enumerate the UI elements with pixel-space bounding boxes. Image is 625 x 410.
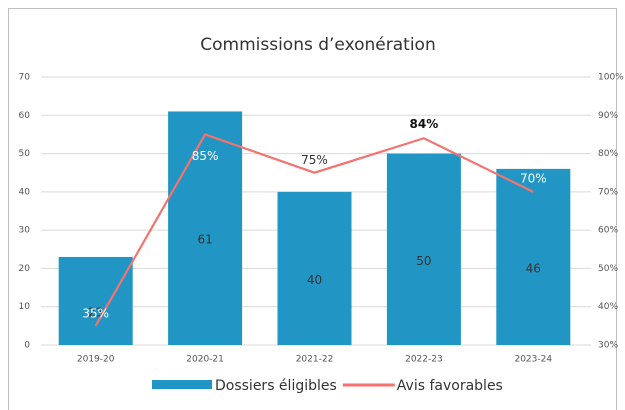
bar <box>496 168 571 345</box>
chart-title: Commissions d’exonération <box>200 35 436 55</box>
x-tick-label: 2023-24 <box>514 355 552 365</box>
y2-tick-label: 40% <box>598 302 618 312</box>
y-tick-label: 60 <box>19 111 31 121</box>
chart-frame <box>8 8 617 410</box>
y-tick-label: 10 <box>19 302 31 312</box>
y-tick-label: 70 <box>19 73 31 83</box>
y2-tick-label: 30% <box>598 341 618 351</box>
y2-tick-label: 100% <box>598 73 624 83</box>
line-value-label: 35% <box>82 306 109 320</box>
y-tick-label: 0 <box>24 341 30 351</box>
y2-tick-label: 70% <box>598 187 618 197</box>
legend-label: Dossiers éligibles <box>215 378 337 394</box>
bar-value-label: 46 <box>526 261 541 275</box>
y2-tick-label: 50% <box>598 264 618 274</box>
y-tick-label: 50 <box>19 149 31 159</box>
bar-value-label: 50 <box>416 254 431 268</box>
bar <box>277 191 352 345</box>
bar <box>386 153 461 345</box>
x-tick-label: 2019-20 <box>77 355 115 365</box>
line-value-label: 84% <box>410 117 439 131</box>
y2-tick-label: 80% <box>598 149 618 159</box>
bar <box>58 256 133 345</box>
x-tick-label: 2020-21 <box>186 355 224 365</box>
x-tick-label: 2022-23 <box>405 355 443 365</box>
y2-tick-label: 60% <box>598 226 618 236</box>
bar-value-label: 40 <box>307 273 322 287</box>
line-value-label: 75% <box>301 153 328 167</box>
y-tick-label: 20 <box>19 264 31 274</box>
y2-tick-label: 90% <box>598 111 618 121</box>
bar <box>168 111 243 345</box>
bar-value-label: 23 <box>88 305 103 319</box>
x-tick-label: 2021-22 <box>296 355 334 365</box>
bar-value-label: 61 <box>197 233 212 247</box>
line <box>94 133 534 327</box>
line-value-label: 70% <box>520 171 547 185</box>
legend-swatch <box>152 380 212 389</box>
line-value-label: 85% <box>192 149 219 163</box>
y-tick-label: 30 <box>19 226 31 236</box>
y-tick-label: 40 <box>19 187 31 197</box>
legend-label: Avis favorables <box>397 378 503 394</box>
